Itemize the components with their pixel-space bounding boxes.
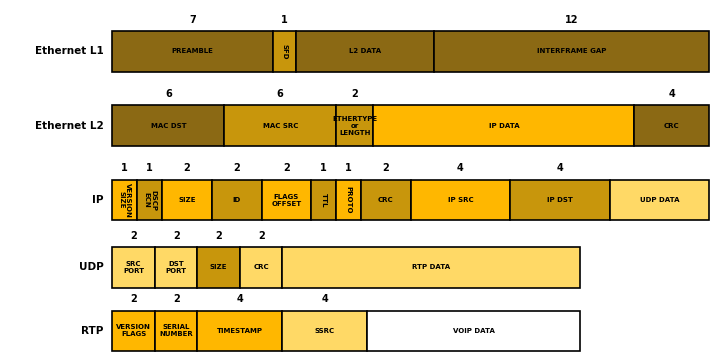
Bar — [410, 180, 510, 220]
Bar — [311, 180, 336, 220]
Text: CRC: CRC — [253, 264, 269, 270]
Text: 2: 2 — [215, 230, 222, 241]
Bar — [197, 247, 240, 287]
Bar — [112, 31, 273, 72]
Text: FLAGS
OFFSET: FLAGS OFFSET — [271, 194, 302, 206]
Text: 2: 2 — [173, 230, 180, 241]
Text: ETHERTYPE
or
LENGTH: ETHERTYPE or LENGTH — [332, 116, 377, 136]
Text: UDP: UDP — [79, 262, 104, 272]
Bar — [336, 180, 361, 220]
Text: 2: 2 — [352, 89, 358, 99]
Bar — [373, 105, 634, 146]
Bar — [273, 31, 296, 72]
Bar — [112, 180, 137, 220]
Text: IP SRC: IP SRC — [447, 197, 473, 203]
Text: 2: 2 — [173, 294, 180, 304]
Text: RTP DATA: RTP DATA — [412, 264, 450, 270]
Text: 2: 2 — [283, 163, 290, 173]
Text: 6: 6 — [165, 89, 172, 99]
Text: 4: 4 — [557, 163, 563, 173]
Text: 1: 1 — [121, 163, 128, 173]
Text: TTL: TTL — [320, 193, 327, 207]
Text: 4: 4 — [236, 294, 244, 304]
Text: 12: 12 — [565, 15, 578, 25]
Text: INTERFRAME GAP: INTERFRAME GAP — [536, 48, 606, 54]
Text: DST
PORT: DST PORT — [165, 261, 187, 274]
Text: RTP: RTP — [81, 326, 104, 336]
Bar — [296, 31, 434, 72]
Text: 1: 1 — [281, 15, 288, 25]
Bar — [368, 311, 580, 351]
Bar — [240, 247, 283, 287]
Text: MAC SRC: MAC SRC — [262, 123, 298, 129]
Text: CRC: CRC — [664, 123, 679, 129]
Bar — [155, 311, 197, 351]
Bar — [197, 311, 283, 351]
Text: 2: 2 — [130, 230, 137, 241]
Text: 1: 1 — [320, 163, 327, 173]
Bar — [283, 247, 580, 287]
Bar — [162, 180, 212, 220]
Text: 2: 2 — [383, 163, 389, 173]
Bar — [262, 180, 311, 220]
Text: 6: 6 — [277, 89, 283, 99]
Bar — [434, 31, 709, 72]
Text: TIMESTAMP: TIMESTAMP — [217, 328, 263, 334]
Text: SIZE: SIZE — [178, 197, 196, 203]
Bar — [634, 105, 709, 146]
Text: 2: 2 — [183, 163, 191, 173]
Text: SSRC: SSRC — [315, 328, 335, 334]
Text: 2: 2 — [130, 294, 137, 304]
Bar — [224, 105, 336, 146]
Text: UDP DATA: UDP DATA — [639, 197, 679, 203]
Bar — [361, 180, 410, 220]
Text: ID: ID — [233, 197, 241, 203]
Text: SERIAL
NUMBER: SERIAL NUMBER — [160, 325, 193, 337]
Text: SFD: SFD — [281, 44, 288, 59]
Text: 4: 4 — [457, 163, 464, 173]
Bar — [112, 105, 224, 146]
Bar — [155, 247, 197, 287]
Text: 2: 2 — [233, 163, 240, 173]
Text: IP DST: IP DST — [547, 197, 573, 203]
Text: Ethernet L2: Ethernet L2 — [35, 121, 104, 131]
Text: PROTO: PROTO — [346, 186, 352, 214]
Bar — [610, 180, 709, 220]
Bar — [112, 247, 155, 287]
Bar — [212, 180, 262, 220]
Text: VOIP DATA: VOIP DATA — [453, 328, 494, 334]
Text: SRC
PORT: SRC PORT — [123, 261, 144, 274]
Text: VERSION
SIZE: VERSION SIZE — [118, 183, 131, 217]
Text: 7: 7 — [189, 15, 196, 25]
Bar — [112, 311, 155, 351]
Bar — [510, 180, 610, 220]
Text: IP DATA: IP DATA — [489, 123, 519, 129]
Text: DSCP
ECN: DSCP ECN — [143, 189, 156, 211]
Text: CRC: CRC — [378, 197, 394, 203]
Bar — [336, 105, 373, 146]
Text: SIZE: SIZE — [210, 264, 228, 270]
Text: Ethernet L1: Ethernet L1 — [35, 46, 104, 56]
Bar — [137, 180, 162, 220]
Text: PREAMBLE: PREAMBLE — [172, 48, 214, 54]
Text: MAC DST: MAC DST — [151, 123, 186, 129]
Text: 4: 4 — [668, 89, 675, 99]
Text: 4: 4 — [322, 294, 328, 304]
Text: 1: 1 — [146, 163, 153, 173]
Text: VERSION
FLAGS: VERSION FLAGS — [116, 325, 151, 337]
Text: L2 DATA: L2 DATA — [349, 48, 381, 54]
Text: 1: 1 — [345, 163, 352, 173]
Text: 2: 2 — [258, 230, 265, 241]
Text: IP: IP — [92, 195, 104, 205]
Bar — [283, 311, 368, 351]
